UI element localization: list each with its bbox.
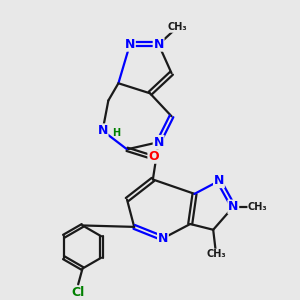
Text: O: O [148,150,159,163]
Text: N: N [125,38,135,51]
Text: N: N [153,136,164,148]
Text: N: N [98,124,108,137]
Text: N: N [214,174,224,188]
Text: H: H [112,128,120,138]
Text: CH₃: CH₃ [248,202,268,212]
Text: CH₃: CH₃ [206,249,226,259]
Text: N: N [228,200,238,213]
Text: Cl: Cl [72,286,85,299]
Text: N: N [158,232,168,245]
Text: N: N [153,38,164,51]
Text: CH₃: CH₃ [167,22,187,32]
